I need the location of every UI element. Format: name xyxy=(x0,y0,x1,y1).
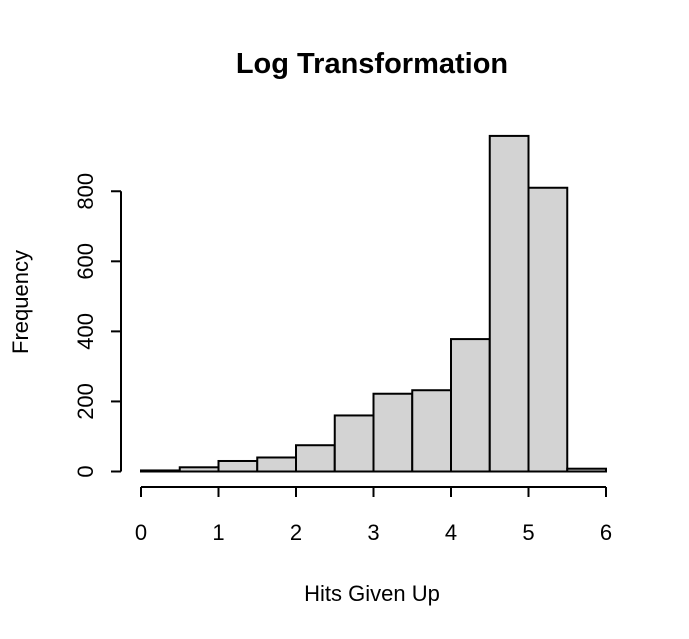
chart-title: Log Transformation xyxy=(236,48,508,80)
histogram-bar-4 xyxy=(295,444,336,473)
histogram-bar-11 xyxy=(566,467,607,473)
histogram-bar-9 xyxy=(488,134,530,473)
y-tick-label-3: 600 xyxy=(73,243,98,280)
y-tick-label-1: 200 xyxy=(73,383,98,420)
histogram-bar-7 xyxy=(411,389,452,473)
x-tick-label-5: 5 xyxy=(522,520,534,545)
bars-group xyxy=(140,134,607,473)
histogram-bar-2 xyxy=(217,459,259,473)
histogram-bar-3 xyxy=(256,456,297,473)
histogram-bar-0 xyxy=(140,469,181,473)
x-tick-label-4: 4 xyxy=(445,520,457,545)
x-axis-label: Hits Given Up xyxy=(304,581,440,606)
histogram-bar-5 xyxy=(333,414,375,473)
x-tick-label-3: 3 xyxy=(367,520,379,545)
y-axis: 0 200 400 600 800 xyxy=(73,173,122,478)
y-tick-label-2: 400 xyxy=(73,313,98,350)
x-tick-label-0: 0 xyxy=(135,520,147,545)
x-tick-label-1: 1 xyxy=(212,520,224,545)
histogram-bar-1 xyxy=(178,466,220,473)
x-tick-label-2: 2 xyxy=(290,520,302,545)
histogram-bar-10 xyxy=(527,186,569,473)
y-axis-label: Frequency xyxy=(8,250,33,354)
histogram-bar-8 xyxy=(450,338,491,473)
histogram-bar-6 xyxy=(372,392,414,473)
y-tick-label-4: 800 xyxy=(73,173,98,210)
y-tick-label-0: 0 xyxy=(73,465,98,477)
x-tick-label-6: 6 xyxy=(600,520,612,545)
x-axis: 0 1 2 3 4 5 6 xyxy=(135,486,612,545)
